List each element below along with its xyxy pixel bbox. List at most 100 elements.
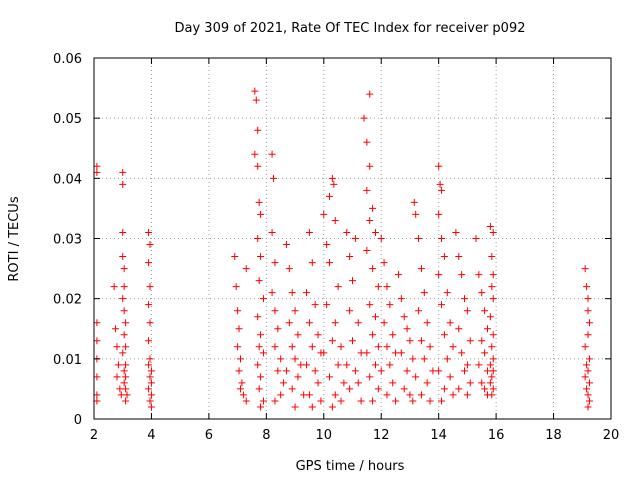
data-point	[374, 385, 382, 393]
x-tick-label: 18	[545, 428, 562, 443]
data-point	[252, 96, 260, 104]
data-point	[438, 301, 446, 309]
data-point	[415, 235, 423, 242]
data-point	[584, 331, 592, 339]
data-point	[145, 301, 153, 309]
x-tick-label: 12	[373, 428, 390, 443]
data-point	[123, 391, 131, 399]
data-point	[481, 349, 489, 357]
data-point	[366, 90, 374, 98]
data-point	[389, 379, 397, 387]
data-point	[311, 301, 319, 309]
data-point	[145, 337, 153, 345]
y-tick-label: 0	[74, 413, 82, 428]
data-point	[251, 150, 259, 158]
y-axis-label: ROTI / TECUs	[7, 196, 22, 281]
data-point	[435, 210, 443, 218]
data-point	[285, 319, 293, 327]
data-point	[291, 403, 299, 411]
data-point	[488, 283, 496, 291]
data-point	[438, 397, 446, 405]
data-point	[380, 319, 388, 327]
data-point	[349, 277, 356, 285]
data-point	[420, 289, 428, 297]
data-point	[331, 319, 339, 327]
data-point	[584, 307, 592, 315]
data-point	[394, 271, 402, 279]
data-point	[458, 271, 466, 279]
data-point	[255, 277, 263, 285]
data-point	[481, 307, 489, 315]
data-point	[257, 373, 265, 381]
data-point	[146, 241, 154, 249]
data-point	[455, 325, 463, 333]
data-point	[486, 313, 494, 321]
data-point	[120, 265, 128, 273]
data-point	[478, 289, 486, 297]
data-point	[112, 325, 120, 333]
x-tick-label: 4	[147, 428, 155, 443]
data-point	[366, 162, 374, 170]
data-point	[234, 343, 242, 351]
data-point	[147, 403, 155, 411]
data-point	[122, 361, 130, 369]
data-point	[369, 265, 377, 273]
data-point	[420, 355, 428, 363]
data-point	[443, 355, 451, 363]
data-point	[446, 319, 454, 327]
data-point	[486, 222, 494, 230]
data-point	[235, 325, 243, 333]
data-point	[271, 259, 279, 267]
data-point	[242, 265, 250, 273]
data-point	[397, 349, 405, 357]
data-point	[93, 319, 101, 327]
data-point	[114, 361, 122, 369]
data-point	[481, 385, 489, 393]
data-point	[409, 355, 417, 363]
data-point	[328, 337, 336, 345]
data-point	[584, 367, 592, 375]
data-point	[280, 379, 288, 387]
chart-title: Day 309 of 2021, Rate Of TEC Index for r…	[175, 21, 526, 36]
data-point	[449, 391, 457, 399]
data-point	[383, 391, 391, 399]
data-point	[377, 235, 385, 242]
data-point	[489, 355, 497, 363]
data-point	[360, 114, 368, 122]
data-point	[147, 391, 155, 399]
data-point	[371, 313, 379, 321]
data-point	[326, 259, 334, 267]
data-point	[351, 367, 359, 375]
data-point	[463, 307, 471, 315]
data-point	[410, 198, 418, 206]
x-tick-label: 16	[488, 428, 505, 443]
data-point	[288, 343, 296, 351]
data-point	[383, 283, 391, 291]
data-point	[257, 403, 265, 411]
data-point	[486, 361, 494, 369]
data-point	[435, 271, 443, 279]
data-point	[403, 367, 411, 375]
data-point	[475, 361, 483, 369]
data-point	[317, 397, 325, 405]
data-point	[282, 367, 290, 375]
data-point	[331, 216, 339, 224]
data-point	[305, 319, 313, 327]
data-point	[417, 391, 425, 399]
data-point	[146, 319, 154, 327]
data-point	[303, 361, 311, 369]
data-point	[236, 385, 244, 393]
data-point	[268, 289, 276, 297]
data-point	[417, 265, 425, 273]
data-point	[145, 259, 153, 267]
data-point	[415, 307, 423, 315]
data-point	[406, 391, 414, 399]
data-point	[271, 343, 279, 351]
data-point	[380, 259, 388, 267]
data-point	[386, 361, 394, 369]
data-point	[463, 391, 471, 399]
y-tick-label: 0.06	[53, 52, 82, 67]
data-point	[412, 373, 420, 381]
data-point	[145, 361, 153, 369]
